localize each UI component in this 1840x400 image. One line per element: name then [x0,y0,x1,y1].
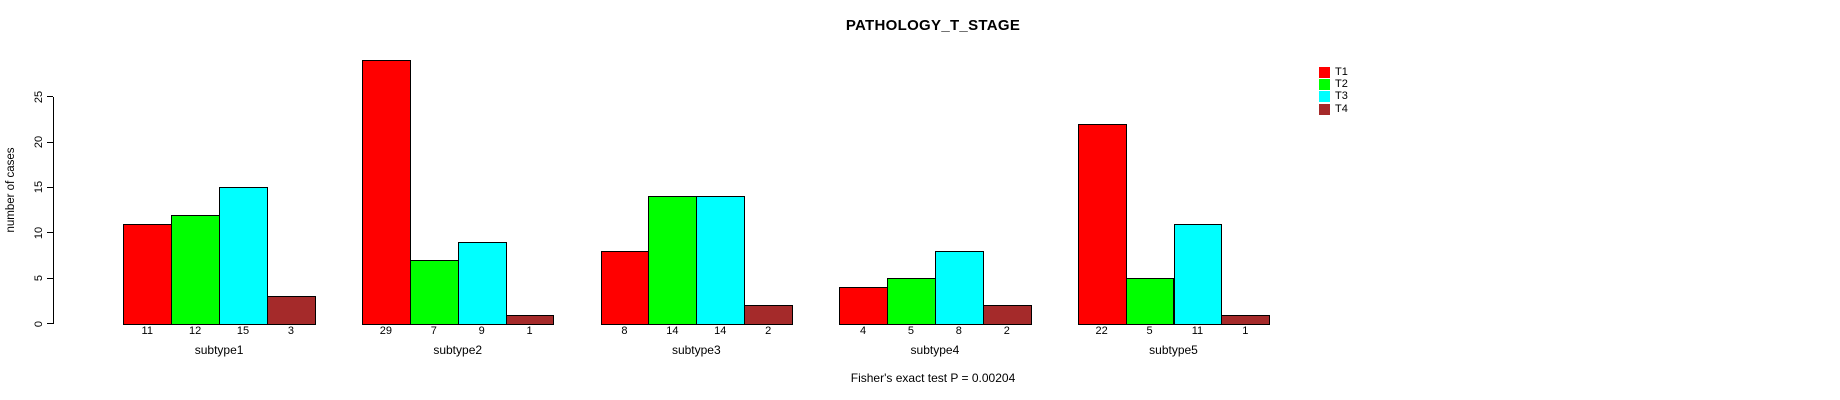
legend-label-t1: T1 [1335,65,1348,78]
bar-subtype4-t4 [982,305,1032,325]
bar-value-subtype3-t3: 14 [714,325,727,337]
bar-subtype3-t1 [600,250,650,325]
bar-value-subtype4-t2: 5 [907,325,914,337]
bar-subtype3-t4 [744,305,794,325]
legend-swatch-t4 [1319,103,1330,115]
bar-value-subtype4-t4: 2 [1003,325,1010,337]
legend-swatch-t1 [1319,66,1330,78]
legend-item-t2: T2 [1319,78,1348,90]
bar-value-subtype4-t1: 4 [859,325,867,337]
y-tick-20 [46,141,53,143]
bar-value-subtype1-t4: 3 [287,325,294,337]
category-label-subtype5: subtype5 [1149,343,1198,357]
bar-subtype2-t1 [361,60,411,325]
bar-subtype5-t4 [1221,314,1271,325]
bar-value-subtype2-t4: 1 [526,325,533,337]
bar-subtype1-t1 [123,223,173,325]
bar-subtype3-t2 [648,196,698,325]
bar-subtype1-t4 [267,296,316,325]
bar-value-subtype3-t2: 14 [666,325,679,337]
bar-subtype4-t1 [839,287,888,325]
category-label-subtype4: subtype4 [910,343,960,357]
legend-label-t2: T2 [1335,77,1348,90]
y-tick-5 [46,277,53,279]
y-tick-label-10: 10 [33,226,45,239]
y-tick-label-15: 15 [33,181,45,194]
bar-value-subtype1-t2: 12 [189,325,202,337]
y-tick-label-20: 20 [33,135,45,149]
bar-value-subtype1-t3: 15 [236,325,250,337]
y-tick-15 [46,186,53,188]
bar-value-subtype3-t1: 8 [621,325,628,337]
legend: T1 T2 T3 T4 [1319,66,1348,115]
legend-item-t3: T3 [1319,91,1348,103]
bar-value-subtype5-t2: 5 [1146,325,1153,337]
y-tick-25 [46,96,53,98]
bar-value-subtype2-t2: 7 [430,325,437,337]
bar-value-subtype1-t1: 11 [141,325,153,337]
y-tick-label-5: 5 [33,275,45,282]
category-label-subtype1: subtype1 [194,343,244,357]
legend-swatch-t2 [1319,78,1330,90]
bar-subtype4-t3 [934,250,984,325]
category-label-subtype2: subtype2 [433,343,483,357]
bar-subtype4-t2 [887,278,936,325]
bar-value-subtype4-t3: 8 [955,325,962,337]
bar-subtype5-t1 [1077,123,1127,325]
legend-item-t1: T1 [1319,66,1348,78]
bar-value-subtype5-t1: 22 [1095,325,1108,337]
bar-subtype2-t4 [505,314,555,325]
legend-swatch-t3 [1319,91,1330,103]
y-axis-line [52,96,54,324]
bar-subtype1-t2 [171,214,221,325]
bar-value-subtype3-t4: 2 [765,325,772,337]
bar-subtype2-t3 [457,241,507,325]
bar-value-subtype5-t4: 1 [1242,325,1249,337]
fisher-test-annotation: Fisher's exact test P = 0.00204 [850,371,1016,385]
legend-label-t4: T4 [1335,102,1348,115]
bar-subtype2-t2 [409,260,459,325]
legend-item-t4: T4 [1319,103,1348,115]
y-tick-label-0: 0 [33,320,45,327]
bar-value-subtype5-t3: 11 [1191,325,1204,337]
category-label-subtype3: subtype3 [671,343,721,357]
bar-value-subtype2-t3: 9 [478,325,485,337]
y-tick-0 [46,323,53,325]
bar-subtype5-t3 [1173,223,1223,325]
bar-value-subtype2-t1: 29 [379,325,392,337]
bar-subtype1-t3 [219,187,268,325]
y-tick-10 [46,232,53,234]
y-axis-label: number of cases [5,147,17,233]
y-tick-label-25: 25 [33,90,45,103]
bar-subtype5-t2 [1125,278,1175,325]
bar-subtype3-t3 [696,196,746,325]
chart-title: PATHOLOGY_T_STAGE [845,17,1021,34]
legend-label-t3: T3 [1335,90,1348,103]
